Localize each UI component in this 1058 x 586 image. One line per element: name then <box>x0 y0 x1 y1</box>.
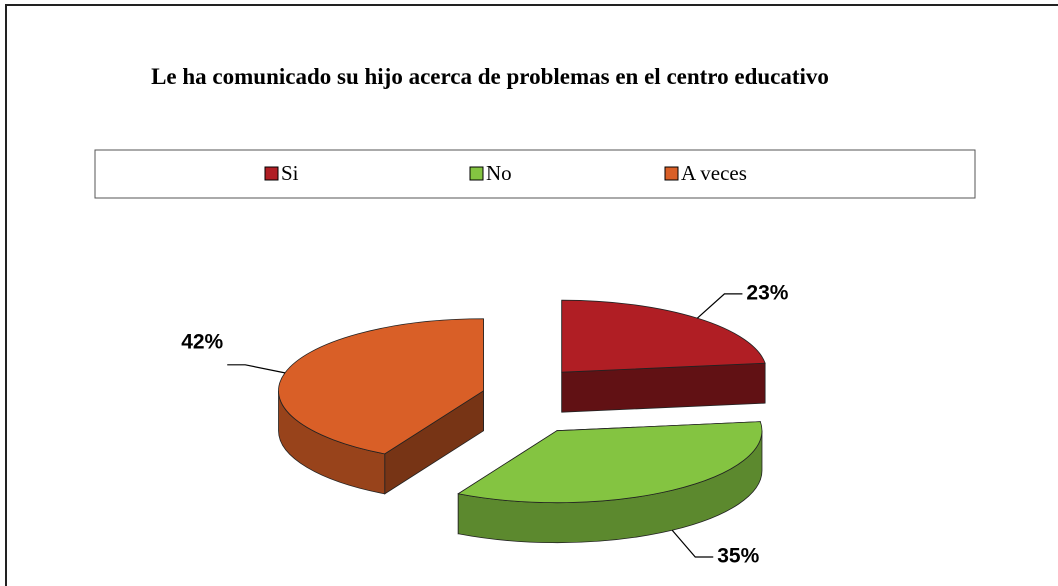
slice-top <box>561 299 766 373</box>
leader-line <box>227 364 286 374</box>
slice <box>457 421 763 544</box>
legend-swatch <box>664 166 679 181</box>
slice-top <box>457 421 763 504</box>
chart-title: Le ha comunicado su hijo acerca de probl… <box>151 64 829 89</box>
legend-label: Si <box>281 161 299 185</box>
legend: Si No A veces <box>264 161 747 185</box>
slice <box>561 299 766 413</box>
legend-label: No <box>486 161 512 185</box>
legend-swatch <box>264 166 279 181</box>
legend-box <box>94 149 976 199</box>
slice <box>278 318 484 495</box>
data-label: 35% <box>717 545 759 568</box>
data-label: 23% <box>746 281 788 304</box>
legend-swatch <box>469 166 484 181</box>
pie: 23% 35% 42% <box>181 281 789 567</box>
leader-line <box>671 529 714 558</box>
legend-label: A veces <box>681 161 747 185</box>
leader-line <box>696 293 743 319</box>
slice-top <box>278 318 484 455</box>
frame <box>5 4 1058 586</box>
data-label: 42% <box>181 330 223 353</box>
